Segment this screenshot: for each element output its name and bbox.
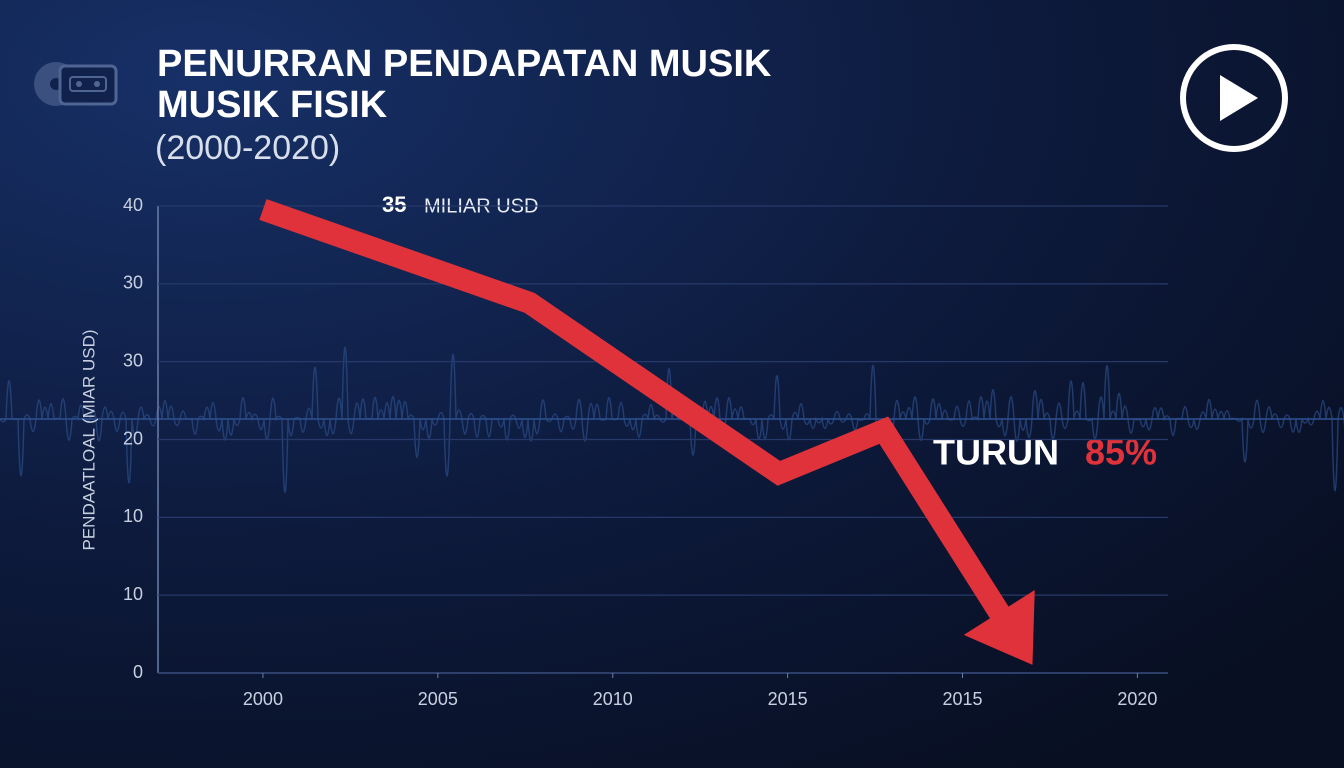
y-tick-label: 10	[123, 506, 143, 526]
x-tick-label: 2015	[768, 689, 808, 709]
arrow-head	[963, 589, 1035, 665]
callout-value: 85%	[1085, 432, 1157, 473]
y-tick-label: 30	[123, 273, 143, 293]
y-tick-label: 0	[133, 662, 143, 682]
x-tick-label: 2015	[942, 689, 982, 709]
line-series	[259, 199, 1042, 671]
chart-title: PENURRAN PENDAPATAN MUSIK	[157, 43, 772, 85]
cassette-icon	[34, 62, 118, 106]
x-tick-label: 2000	[243, 689, 283, 709]
y-tick-label: 40	[123, 195, 143, 215]
x-tick-label: 2005	[418, 689, 458, 709]
play-button[interactable]	[1180, 44, 1288, 152]
chart-subtitle: (2000-2020)	[155, 129, 340, 167]
chart-title-line2: MUSIK FISIK	[157, 84, 388, 126]
y-tick-label: 30	[123, 350, 143, 370]
x-tick-label: 2010	[593, 689, 633, 709]
y-tick-label: 20	[123, 428, 143, 448]
x-tick-label: 2020	[1117, 689, 1157, 709]
callout-text: TURUN	[933, 432, 1059, 473]
annotation-value: 35	[382, 192, 406, 217]
y-tick-label: 10	[123, 584, 143, 604]
plot-area: 0 10 10 20 30 30 40 2000 2005 2010 2015 2015 2020	[123, 195, 1168, 709]
y-axis-label: PENDAATLOAL (MIAR USD)	[79, 329, 98, 550]
